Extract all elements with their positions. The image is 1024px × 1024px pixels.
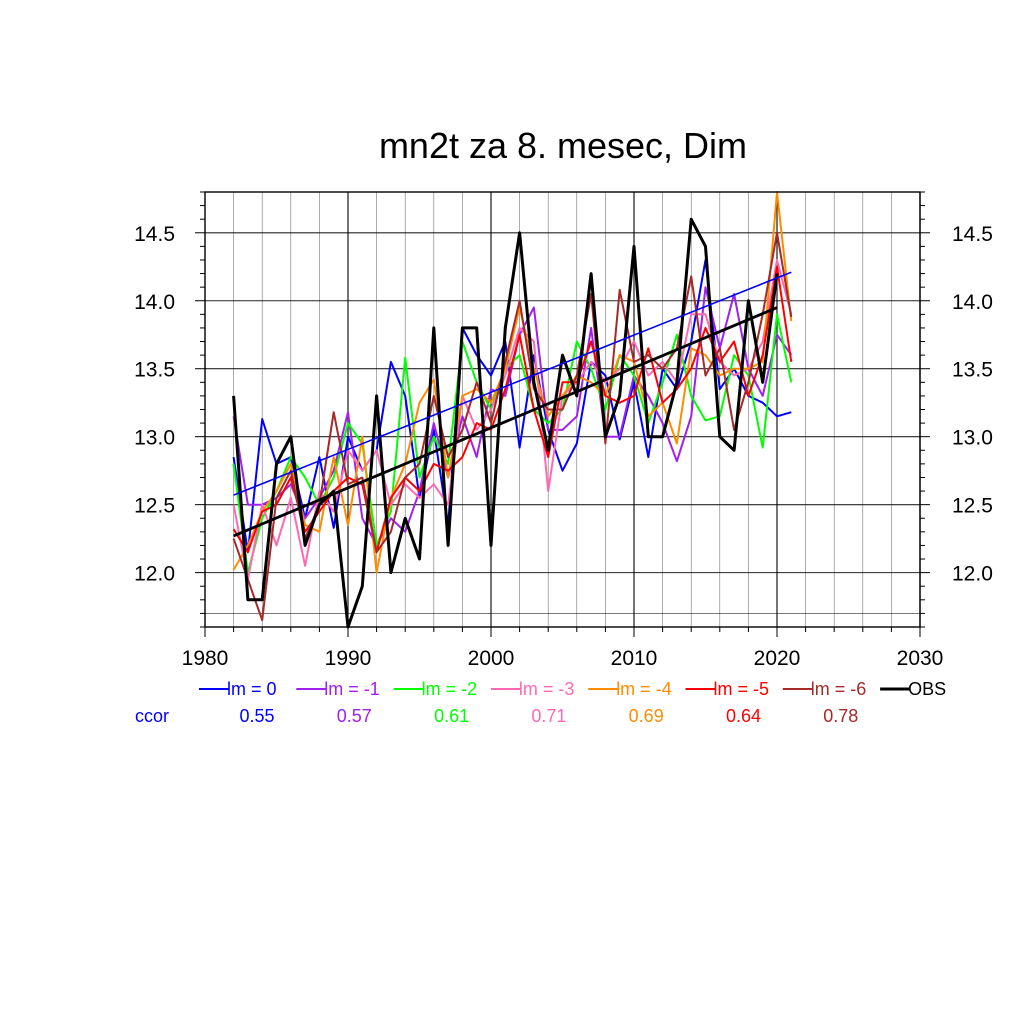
legend: lm = 0 0.55 lm = -1 0.57 lm = -2 0.61 lm = -3 0… <box>199 679 946 726</box>
series-layer <box>232 191 793 629</box>
tick-layer: 1980 1990 2000 2010 2020 2030 12.0 12.0 12.5 12.5… <box>134 191 993 670</box>
x-tick-label: 2000 <box>468 647 515 670</box>
x-tick-label: 2020 <box>754 647 801 670</box>
y-tick-label-right: 13.5 <box>952 359 993 382</box>
x-tick-label: 2010 <box>611 647 658 670</box>
series-line-4 <box>232 191 793 574</box>
trend-line-1 <box>233 306 778 538</box>
series-line-5 <box>232 265 793 554</box>
ccor-value-4: 0.69 <box>629 706 664 726</box>
y-tick-label-left: 13.0 <box>134 427 175 450</box>
y-tick-label-left: 13.5 <box>134 359 175 382</box>
legend-label-7: OBS <box>908 679 946 699</box>
ccor-value-5: 0.64 <box>726 706 761 726</box>
legend-label-5: lm = -5 <box>714 679 770 699</box>
trend-line-0 <box>233 271 792 496</box>
x-tick-label: 2030 <box>897 647 944 670</box>
ccor-label: ccor <box>135 706 169 726</box>
y-tick-label-right: 12.0 <box>952 563 993 586</box>
y-tick-label-right: 12.5 <box>952 495 993 518</box>
legend-label-3: lm = -3 <box>519 679 575 699</box>
chart-title: mn2t za 8. mesec, Dim <box>379 125 747 166</box>
ccor-value-2: 0.61 <box>434 706 469 726</box>
legend-label-4: lm = -4 <box>616 679 672 699</box>
ccor-value-3: 0.71 <box>531 706 566 726</box>
y-tick-label-right: 14.0 <box>952 291 993 314</box>
legend-label-0: lm = 0 <box>227 679 277 699</box>
y-tick-label-left: 14.0 <box>134 291 175 314</box>
ccor-value-1: 0.57 <box>337 706 372 726</box>
ccor-value-6: 0.78 <box>823 706 858 726</box>
legend-label-6: lm = -6 <box>811 679 867 699</box>
trend-layer <box>233 271 792 538</box>
y-tick-label-left: 12.5 <box>134 495 175 518</box>
series-line-7 <box>232 217 779 629</box>
y-tick-label-left: 12.0 <box>134 563 175 586</box>
y-tick-label-left: 14.5 <box>134 223 175 246</box>
legend-label-2: lm = -2 <box>422 679 478 699</box>
ccor-value-0: 0.55 <box>239 706 274 726</box>
x-tick-label: 1980 <box>182 647 229 670</box>
legend-label-1: lm = -1 <box>324 679 380 699</box>
y-tick-label-right: 14.5 <box>952 223 993 246</box>
x-tick-label: 1990 <box>325 647 372 670</box>
y-tick-label-right: 13.0 <box>952 427 993 450</box>
